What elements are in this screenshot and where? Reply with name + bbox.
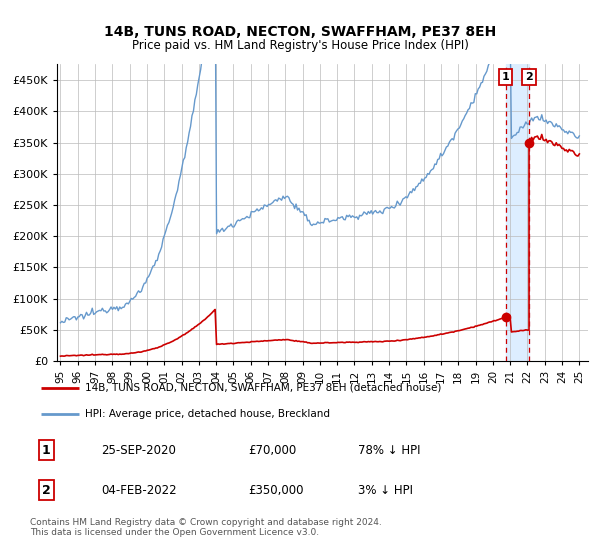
Text: 25-SEP-2020: 25-SEP-2020: [101, 444, 176, 456]
Text: Price paid vs. HM Land Registry's House Price Index (HPI): Price paid vs. HM Land Registry's House …: [131, 39, 469, 52]
Text: 78% ↓ HPI: 78% ↓ HPI: [358, 444, 420, 456]
Text: 14B, TUNS ROAD, NECTON, SWAFFHAM, PE37 8EH (detached house): 14B, TUNS ROAD, NECTON, SWAFFHAM, PE37 8…: [85, 383, 441, 393]
Text: HPI: Average price, detached house, Breckland: HPI: Average price, detached house, Brec…: [85, 409, 329, 419]
Text: £350,000: £350,000: [248, 484, 304, 497]
Bar: [506, 64, 529, 361]
Text: 04-FEB-2022: 04-FEB-2022: [101, 484, 176, 497]
Text: 1: 1: [502, 72, 509, 82]
Text: 2: 2: [525, 72, 533, 82]
Text: 3% ↓ HPI: 3% ↓ HPI: [358, 484, 413, 497]
Text: £70,000: £70,000: [248, 444, 296, 456]
Text: 1: 1: [42, 444, 51, 456]
Text: Contains HM Land Registry data © Crown copyright and database right 2024.
This d: Contains HM Land Registry data © Crown c…: [30, 518, 382, 538]
Text: 14B, TUNS ROAD, NECTON, SWAFFHAM, PE37 8EH: 14B, TUNS ROAD, NECTON, SWAFFHAM, PE37 8…: [104, 25, 496, 39]
Text: 2: 2: [42, 484, 51, 497]
